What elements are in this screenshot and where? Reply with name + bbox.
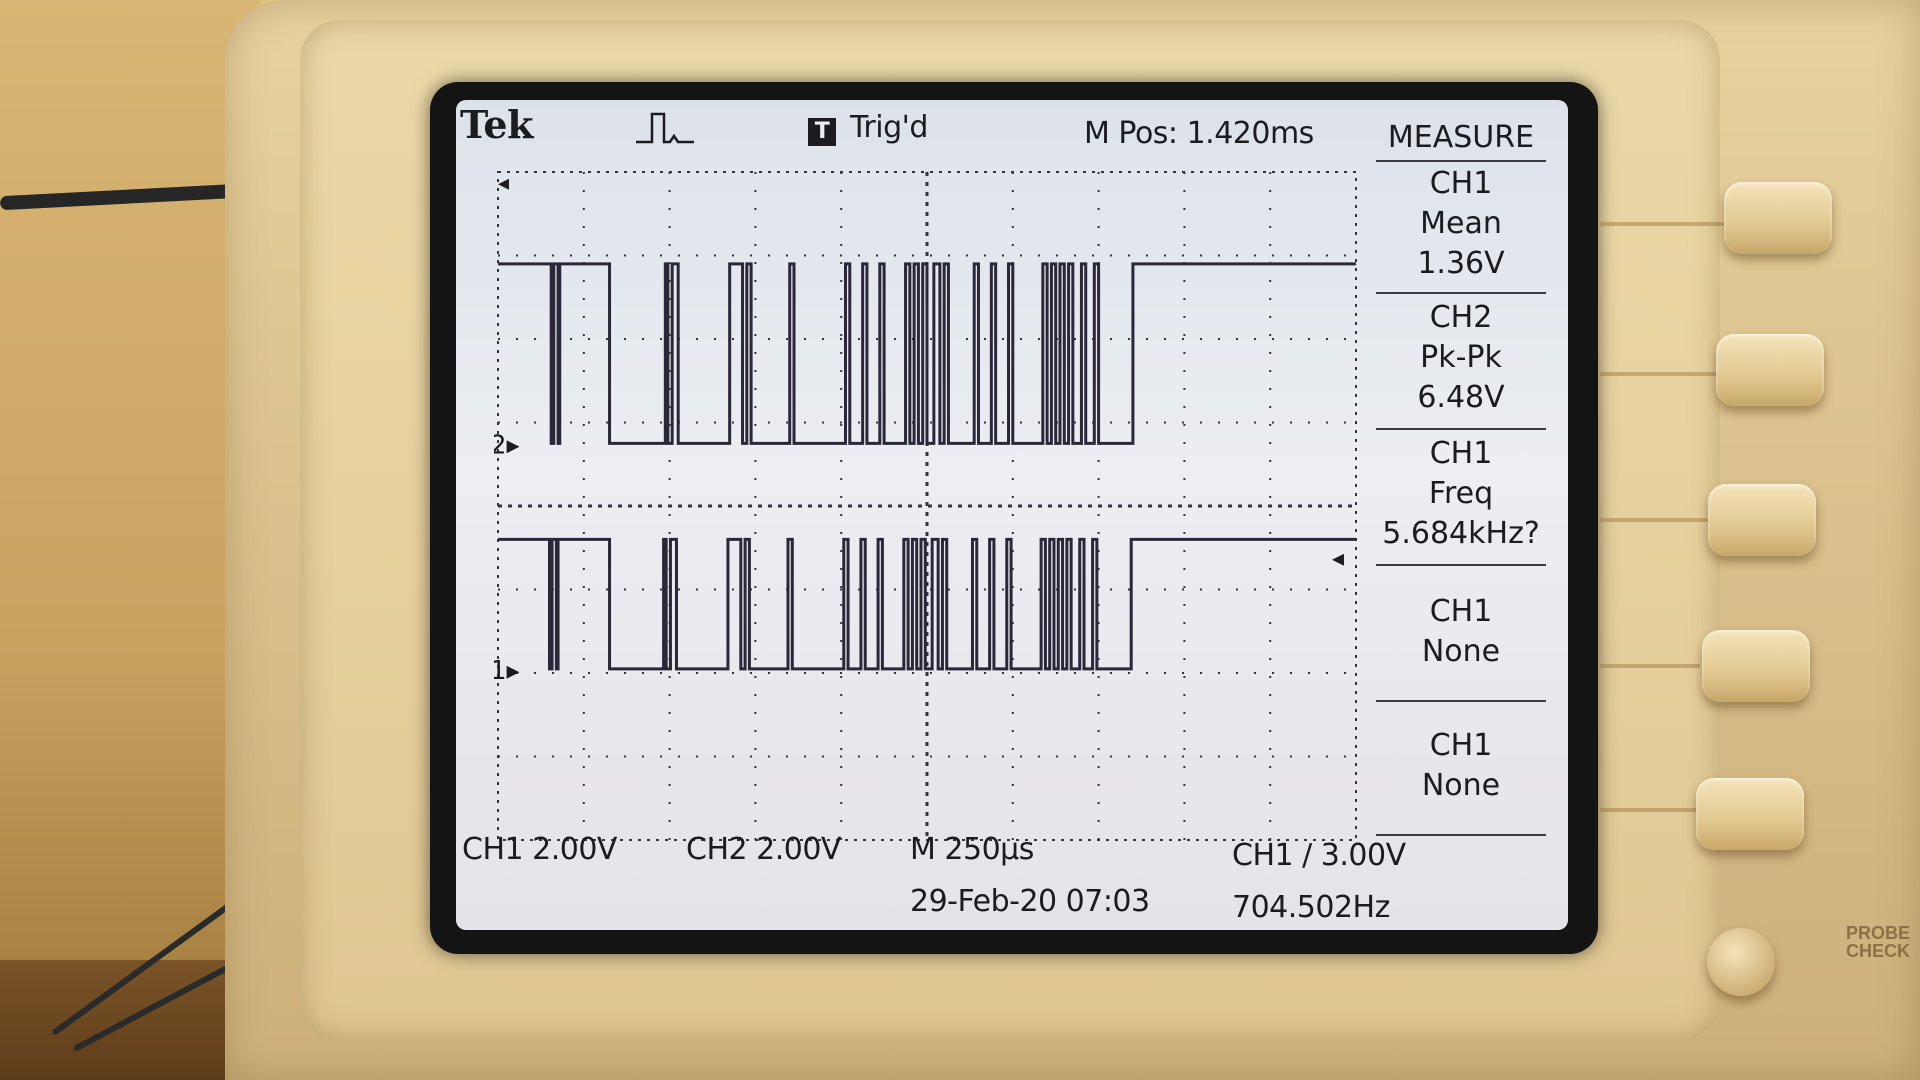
brand-logo: Tek xyxy=(460,102,533,147)
date-time: 29-Feb-20 07:03 xyxy=(910,884,1150,919)
measure-slot-3[interactable]: CH1 Freq 5.684kHz? xyxy=(1366,434,1556,554)
button-guide xyxy=(1600,222,1730,226)
button-guide xyxy=(1600,664,1700,668)
menu-divider xyxy=(1376,700,1546,702)
menu-divider xyxy=(1376,834,1546,836)
measure-slot-1[interactable]: CH1 Mean 1.36V xyxy=(1366,164,1556,284)
waveform-traces xyxy=(498,262,1356,671)
measure-type: None xyxy=(1421,634,1501,669)
trigger-pulse-icon xyxy=(636,112,694,144)
probe-check-button[interactable] xyxy=(1707,928,1775,996)
menu-button-1[interactable] xyxy=(1724,182,1832,254)
ch2-scale: CH2 2.00V xyxy=(686,832,841,867)
measure-slot-5[interactable]: CH1 None xyxy=(1366,726,1556,806)
measure-source: CH1 xyxy=(1429,728,1493,763)
measure-type: Pk-Pk xyxy=(1420,340,1502,375)
button-guide xyxy=(1600,808,1696,812)
measure-type: Mean xyxy=(1420,206,1502,241)
ch2-marker: 2▸ xyxy=(494,430,520,460)
trigger-level-arrow: ◂ xyxy=(1332,544,1344,572)
main-position: M Pos: 1.420ms xyxy=(1084,116,1314,151)
measure-type: Freq xyxy=(1428,476,1494,511)
measure-value: 6.48V xyxy=(1417,380,1505,415)
trigger-status: Trig'd xyxy=(850,110,928,145)
probe-check-label: PROBE CHECK xyxy=(1846,923,1911,961)
menu-button-4[interactable] xyxy=(1702,630,1810,702)
measure-slot-2[interactable]: CH2 Pk-Pk 6.48V xyxy=(1366,298,1556,418)
measure-value: 1.36V xyxy=(1417,246,1505,281)
trace-ch1 xyxy=(498,537,1356,671)
measure-menu: MEASURE CH1 Mean 1.36V CH2 Pk-Pk 6.48V C… xyxy=(1366,120,1556,900)
menu-divider xyxy=(1376,160,1546,162)
timebase: M 250µs xyxy=(910,832,1034,867)
measure-source: CH1 xyxy=(1429,166,1493,201)
menu-divider xyxy=(1376,292,1546,294)
trigger-frequency: 704.502Hz xyxy=(1232,890,1390,925)
measure-value: 5.684kHz? xyxy=(1382,516,1540,551)
measure-source: CH1 xyxy=(1429,436,1493,471)
menu-button-2[interactable] xyxy=(1716,334,1824,406)
trace-ch2 xyxy=(498,262,1356,445)
waveform-graticule: 2▸ 1▸ ◂ ◂ xyxy=(494,171,1357,841)
measure-slot-4[interactable]: CH1 None xyxy=(1366,592,1556,672)
measure-type: None xyxy=(1421,768,1501,803)
menu-button-3[interactable] xyxy=(1708,484,1816,556)
menu-button-5[interactable] xyxy=(1696,778,1804,850)
measure-source: CH1 xyxy=(1429,594,1493,629)
trigger-setting: CH1 ∕ 3.00V xyxy=(1232,838,1406,873)
button-guide xyxy=(1600,372,1720,376)
trigger-badge: T xyxy=(808,118,836,146)
oscilloscope-screen: Tek T Trig'd M Pos: 1.420ms 2▸ 1▸ ◂ ◂ MEASU… xyxy=(456,100,1568,930)
measure-menu-title: MEASURE xyxy=(1387,120,1535,155)
background-wall xyxy=(0,0,260,1080)
menu-divider xyxy=(1376,564,1546,566)
ch1-marker: 1▸ xyxy=(494,656,520,686)
ch1-scale: CH1 2.00V xyxy=(462,832,617,867)
channel-markers: 2▸ 1▸ ◂ ◂ xyxy=(494,171,1344,686)
menu-divider xyxy=(1376,428,1546,430)
trigger-position-arrow: ◂ xyxy=(498,171,509,196)
desk-surface xyxy=(0,960,230,1080)
button-guide xyxy=(1600,518,1710,522)
measure-source: CH2 xyxy=(1429,300,1493,335)
